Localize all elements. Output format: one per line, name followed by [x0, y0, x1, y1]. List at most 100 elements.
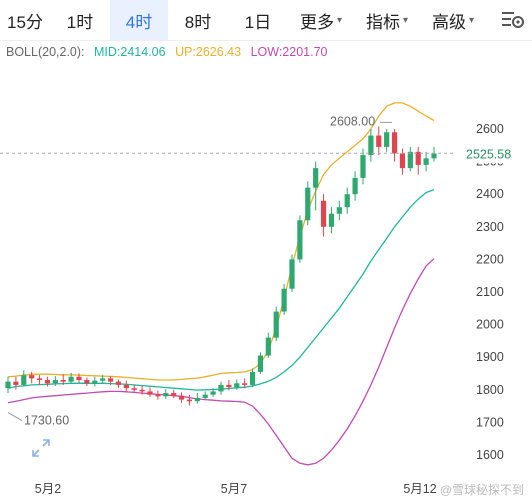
candle-body [431, 153, 437, 159]
tab-label: 1时 [66, 12, 94, 32]
candle-body [305, 187, 311, 221]
x-tick-label: 5月2 [35, 482, 61, 496]
boll-indicator-legend: BOLL(20,2.0): MID:2414.06 UP:2626.43 LOW… [6, 45, 333, 59]
chart-settings-icon[interactable] [500, 8, 526, 32]
candle-body [218, 384, 224, 392]
tab-label: 1日 [244, 12, 272, 32]
tab-3[interactable]: 8时 [168, 0, 228, 40]
candle-body [171, 393, 177, 396]
low-annotation: 1730.60 [24, 414, 69, 428]
tab-7[interactable]: 高级 ▾ [420, 0, 486, 40]
candle-body [147, 391, 153, 395]
current-price-tag [458, 143, 524, 164]
expand-icon[interactable] [30, 437, 52, 459]
boll-mid-line [7, 188, 435, 391]
tab-label: 高级 [431, 12, 466, 32]
current-price-label: 2525.58 [466, 147, 511, 161]
candle-body [384, 132, 390, 147]
candle-body [273, 311, 279, 338]
candle-body [289, 259, 295, 289]
tab-label: 指标 [365, 12, 400, 32]
candle-body [178, 395, 185, 400]
tab-0[interactable]: 15分 [0, 0, 50, 40]
candle-body [352, 177, 358, 195]
tab-label: 更多 [299, 12, 334, 32]
candle-body [336, 207, 342, 214]
candle-body [376, 135, 382, 147]
candle-body [313, 168, 319, 188]
y-tick-label: 2100 [476, 285, 504, 299]
candle-body [202, 394, 208, 398]
candle-body [399, 153, 406, 169]
candle-body [344, 194, 350, 208]
candle-body [100, 378, 106, 381]
chevron-down-icon: ▾ [336, 14, 343, 26]
candle-body [21, 375, 27, 385]
candle-body [210, 391, 216, 395]
candle-body [36, 378, 43, 381]
boll-name: BOLL(20,2.0): [6, 45, 85, 59]
candle-body [29, 375, 35, 379]
candle-body [265, 337, 271, 356]
candle-body [242, 383, 248, 385]
y-tick-label: 2600 [476, 122, 504, 136]
timeframe-tabs: 15分 1时 4时 8时 1日 更多 ▾ 指标 ▾ 高级 ▾ [0, 0, 532, 41]
candle-body [107, 378, 114, 382]
candle-body [92, 380, 98, 384]
boll-mid: MID:2414.06 [94, 45, 166, 59]
chevron-down-icon: ▾ [402, 14, 409, 26]
y-tick-label: 2400 [476, 187, 504, 201]
candle-body [115, 381, 122, 385]
boll-up: UP:2626.43 [175, 45, 242, 59]
low-annotation-line [7, 412, 23, 422]
boll-low: LOW:2201.70 [250, 45, 328, 59]
y-tick-label: 1700 [476, 415, 504, 429]
candle-body [415, 151, 421, 165]
candle-body [194, 397, 200, 402]
candle-body [297, 220, 303, 260]
candle-body [249, 371, 256, 385]
candle-body [320, 200, 327, 227]
tab-5[interactable]: 更多 ▾ [288, 0, 354, 40]
x-tick-label: 5月12 [403, 482, 436, 496]
boll-low-line [7, 258, 435, 466]
candle-body [76, 376, 82, 381]
candle-body [60, 380, 66, 382]
candle-body [391, 132, 398, 154]
candle-body [423, 158, 429, 165]
candle-body [68, 376, 74, 382]
candle-body [123, 384, 129, 389]
candle-body [281, 288, 287, 312]
y-tick-label: 2300 [476, 220, 504, 234]
high-annotation: 2608.00 [330, 114, 375, 128]
y-tick-label: 1800 [476, 383, 504, 397]
candle-body [234, 383, 240, 388]
candle-body [155, 394, 161, 397]
tab-label: 15分 [7, 12, 43, 32]
candle-body [328, 213, 335, 227]
y-tick-label: 2000 [476, 318, 504, 332]
x-tick-label: 5月7 [221, 482, 247, 496]
y-tick-label: 1900 [476, 350, 504, 364]
candle-body [5, 381, 11, 389]
candle-body [52, 380, 58, 384]
candle-body [131, 388, 137, 390]
candle-body [257, 355, 264, 372]
candle-body [360, 155, 366, 178]
watermark: @雪球秘探不到 [439, 483, 524, 497]
candlestick-chart[interactable]: 2600250024002300220021002000190018001700… [0, 62, 532, 500]
chevron-down-icon: ▾ [468, 14, 475, 26]
y-tick-label: 2200 [476, 252, 504, 266]
y-tick-label: 1600 [476, 448, 504, 462]
tab-label: 8时 [184, 12, 212, 32]
tab-label: 4时 [125, 12, 153, 32]
tab-6[interactable]: 指标 ▾ [354, 0, 420, 40]
tab-4[interactable]: 1日 [228, 0, 288, 40]
candle-body [163, 393, 169, 397]
tab-1[interactable]: 1时 [50, 0, 110, 40]
candle-body [13, 381, 19, 385]
candle-body [186, 399, 193, 402]
tab-2[interactable]: 4时 [110, 0, 168, 40]
candle-body [139, 389, 145, 392]
candle-body [368, 135, 374, 156]
